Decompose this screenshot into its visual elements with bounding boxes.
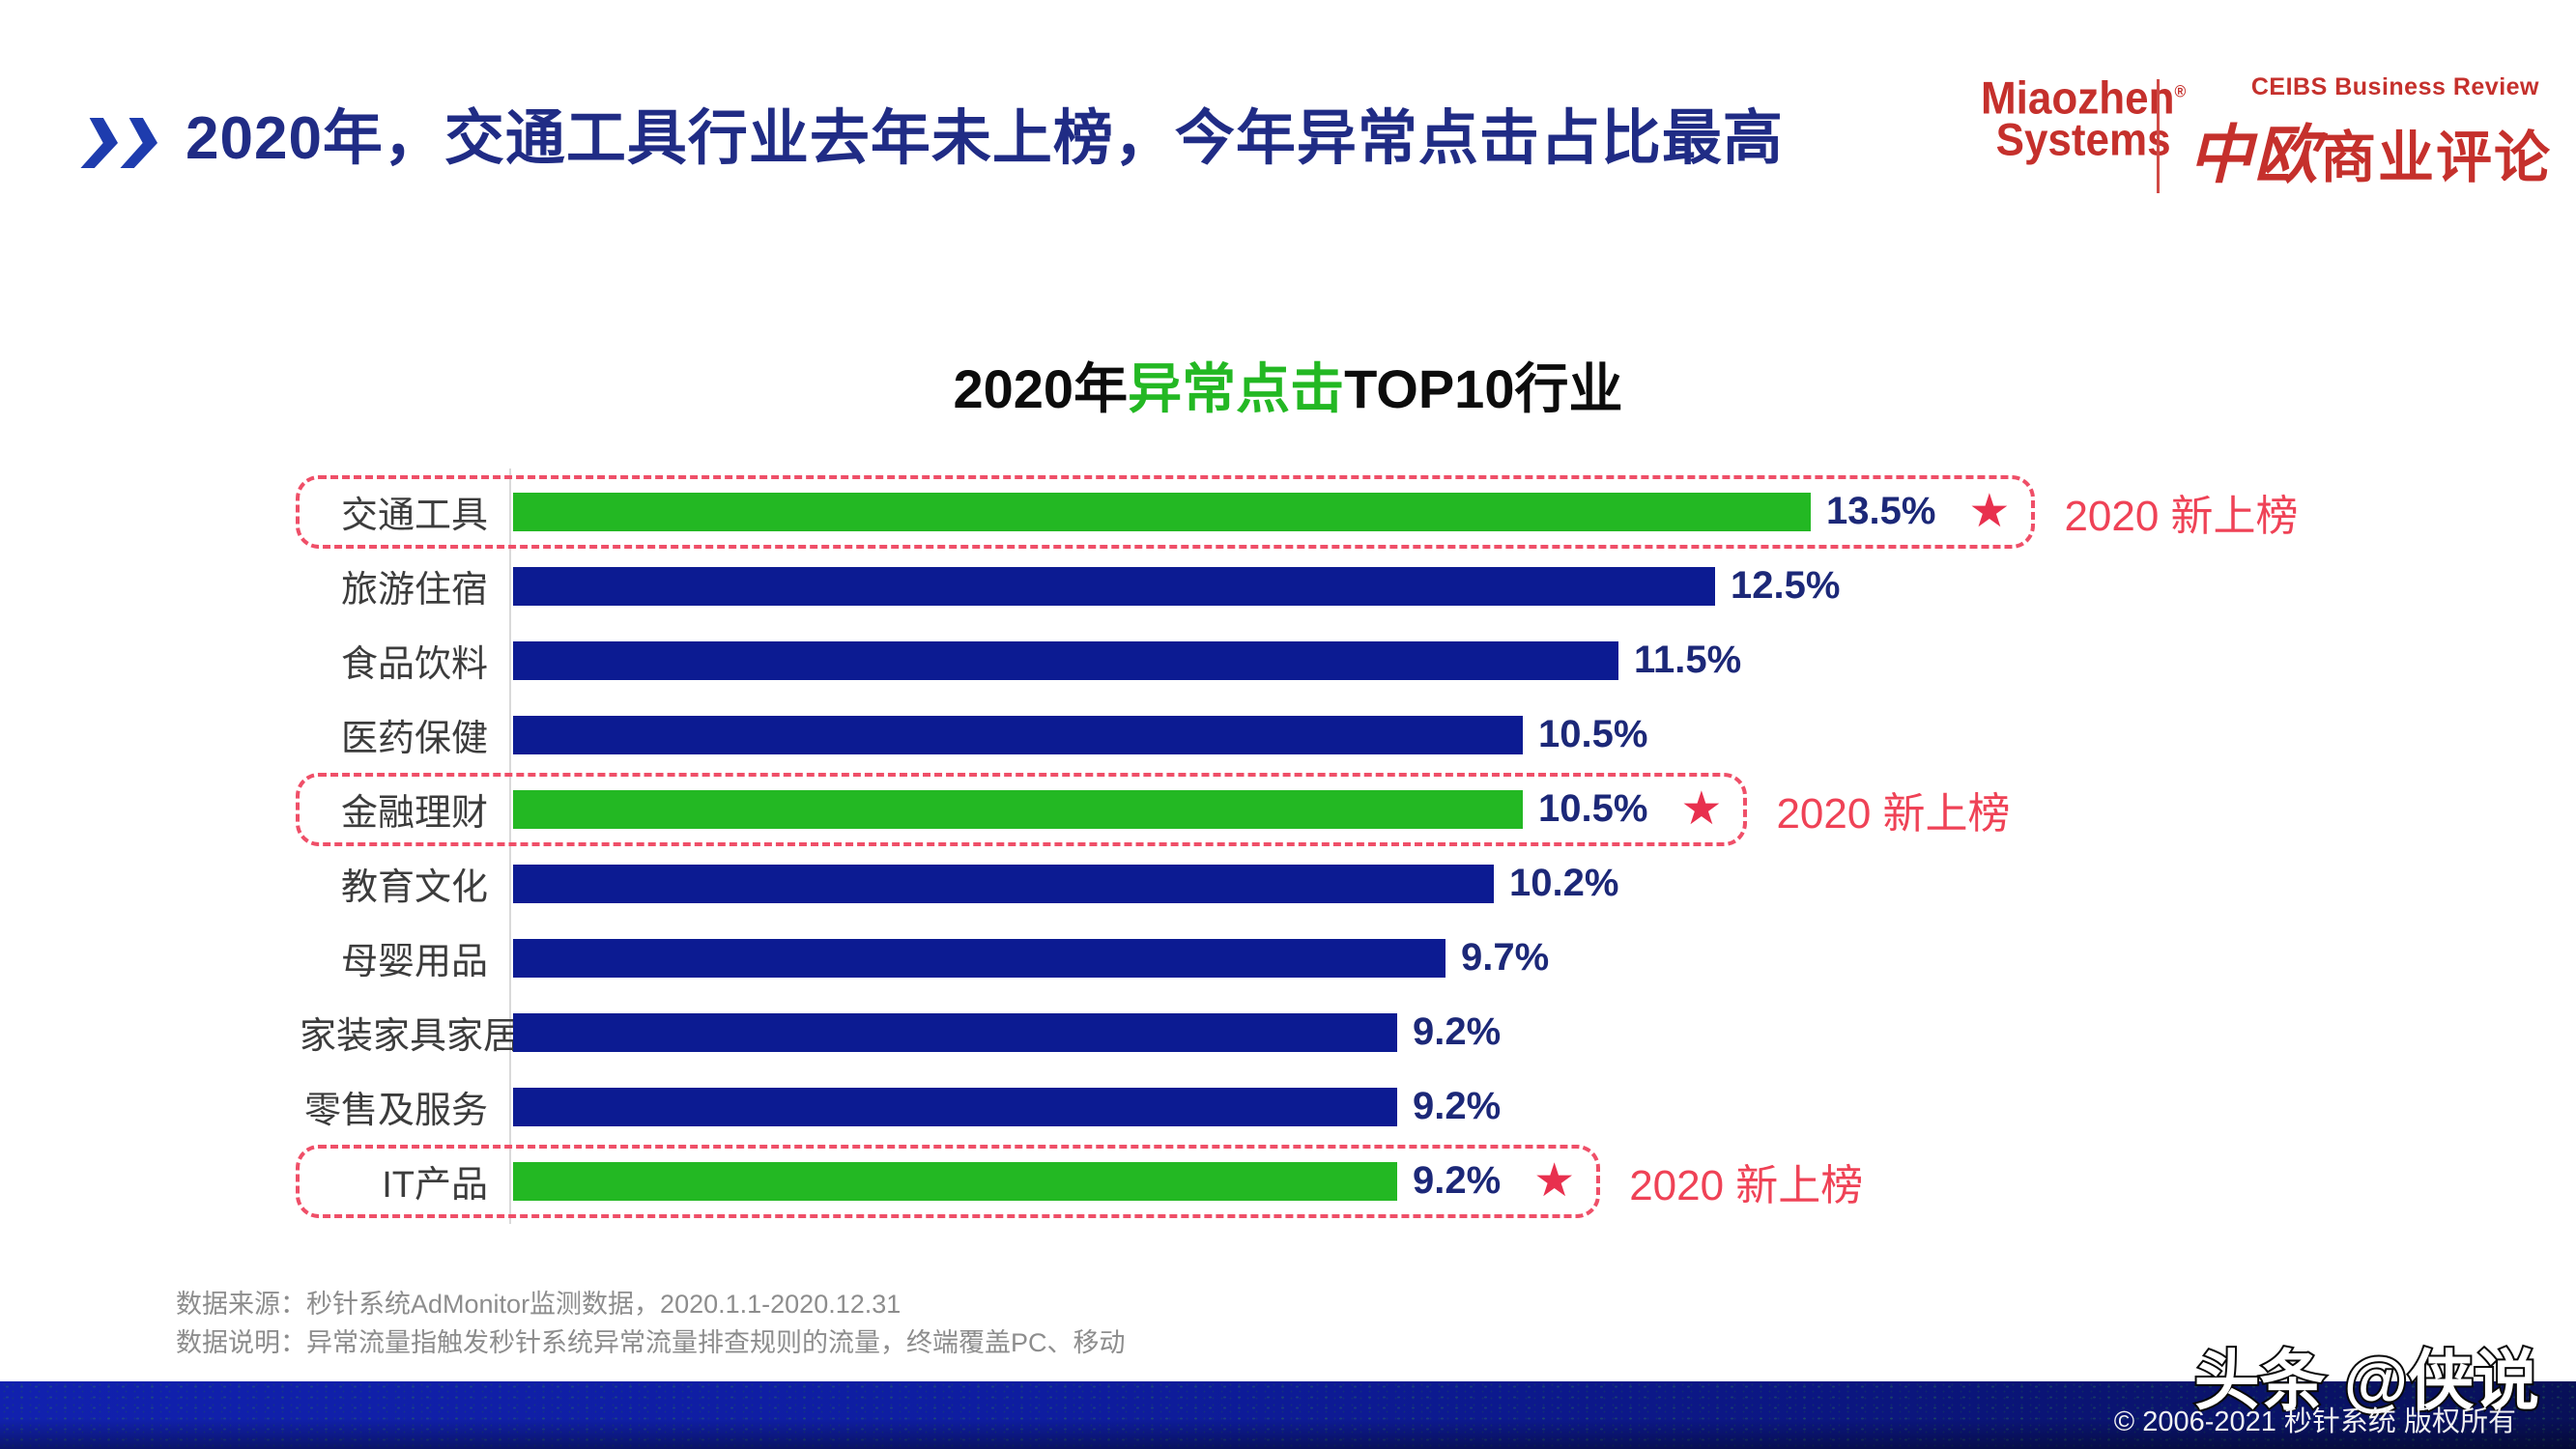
bar bbox=[513, 789, 1523, 829]
bar bbox=[513, 1161, 1397, 1201]
bar bbox=[513, 1087, 1397, 1126]
chart-title: 2020年异常点击TOP10行业 bbox=[0, 346, 2576, 424]
bar-row-label: 教育文化 bbox=[340, 867, 488, 908]
bar-row: 旅游住宿 12.5% bbox=[296, 549, 2537, 623]
bar bbox=[513, 938, 1445, 978]
bar-value: 10.2% bbox=[1509, 862, 1619, 904]
bar-row-label: 医药保健 bbox=[340, 719, 488, 759]
chart-title-suffix: TOP10行业 bbox=[1344, 358, 1623, 419]
footer-bar bbox=[0, 1381, 2576, 1449]
new-entry-annotation: 2020 新上榜 bbox=[2064, 492, 2299, 540]
watermark: 头条 @侠说 bbox=[2192, 1343, 2541, 1420]
bar-row-highlight-box: 旅游住宿 12.5% bbox=[296, 550, 1865, 623]
chevron-right-icon bbox=[80, 118, 122, 168]
bar-row-highlight-box: IT产品 9.2% ★ bbox=[296, 1144, 1601, 1218]
new-entry-star-icon: ★ bbox=[1968, 485, 2011, 537]
new-entry-star-icon: ★ bbox=[1680, 782, 1723, 835]
footnotes: 数据来源：秒针系统AdMonitor监测数据，2020.1.1-2020.12.… bbox=[176, 1285, 1126, 1362]
miaozhen-logo-line2: Systems bbox=[1995, 115, 2171, 166]
bar-row-highlight-box: 交通工具 13.5% ★ bbox=[296, 474, 2036, 549]
ceibs-logo: CEIBS Business Review 中欧商业评论 bbox=[2189, 73, 2550, 196]
bar-row-highlight-box: 零售及服务 9.2% bbox=[296, 1070, 1526, 1144]
ceibs-logo-chinese: 中欧商业评论 bbox=[2189, 103, 2550, 196]
copyright-text: © 2006-2021 秒针系统 版权所有 bbox=[2113, 1406, 2516, 1437]
bar-row: 母婴用品 9.7% bbox=[296, 921, 2537, 995]
bar-row-label: 食品饮料 bbox=[340, 644, 488, 685]
bar-row-label: 交通工具 bbox=[340, 496, 488, 536]
new-entry-star-icon: ★ bbox=[1533, 1154, 1576, 1207]
brand-logos: Miaozhen® Systems CEIBS Business Review … bbox=[1971, 73, 2550, 199]
bar-row-highlight-box: 医药保健 10.5% bbox=[296, 698, 1673, 772]
data-description-note: 数据说明：异常流量指触发秒针系统异常流量排查规则的流量，终端覆盖PC、移动 bbox=[176, 1328, 1126, 1357]
bar-value: 9.2% bbox=[1413, 1010, 1502, 1053]
chart-title-highlight: 异常点击 bbox=[1128, 358, 1345, 419]
double-chevron-icon bbox=[80, 118, 161, 168]
bar-value: 9.2% bbox=[1413, 1159, 1502, 1202]
bar-value: 13.5% bbox=[1826, 490, 1936, 532]
registered-mark-icon: ® bbox=[2174, 83, 2187, 101]
bar-row-label: 母婴用品 bbox=[340, 942, 488, 982]
chart-title-prefix: 2020年 bbox=[953, 358, 1129, 419]
bar-row-highlight-box: 金融理财 10.5% ★ bbox=[296, 772, 1748, 846]
bar bbox=[513, 566, 1715, 606]
bar-row-label: 旅游住宿 bbox=[340, 570, 488, 611]
bar bbox=[513, 715, 1523, 754]
bar-row: 交通工具 13.5% ★ 2020 新上榜 bbox=[296, 474, 2537, 549]
bar-row-highlight-box: 教育文化 10.2% bbox=[296, 847, 1644, 921]
bar-row: 家装家具家居 9.2% bbox=[296, 995, 2537, 1069]
bar-value: 9.7% bbox=[1461, 936, 1550, 979]
bar-row-label: 家装家具家居 bbox=[300, 1016, 521, 1057]
bar bbox=[513, 492, 1811, 531]
ceibs-calligraphy: 中欧 bbox=[2189, 121, 2320, 191]
bar-value: 10.5% bbox=[1538, 787, 1648, 830]
chevron-right-icon bbox=[120, 118, 161, 168]
ceibs-logo-english: CEIBS Business Review bbox=[2250, 73, 2539, 100]
bar-value: 11.5% bbox=[1634, 639, 1742, 681]
miaozhen-logo-line1: Miaozhen bbox=[1981, 72, 2175, 125]
data-source-note: 数据来源：秒针系统AdMonitor监测数据，2020.1.1-2020.12.… bbox=[176, 1290, 902, 1319]
page-title: 2020年，交通工具行业去年未上榜，今年异常点击占比最高 bbox=[186, 105, 1784, 172]
bar-row-highlight-box: 家装家具家居 9.2% bbox=[296, 996, 1526, 1069]
bar-value: 10.5% bbox=[1538, 713, 1648, 755]
bar bbox=[513, 1012, 1397, 1052]
bar-row: 金融理财 10.5% ★ 2020 新上榜 bbox=[296, 772, 2537, 846]
logo-divider bbox=[2157, 79, 2160, 193]
bar-value: 9.2% bbox=[1413, 1085, 1502, 1127]
bar bbox=[513, 640, 1618, 680]
ceibs-logo-chinese-rest: 商业评论 bbox=[2320, 127, 2553, 189]
y-axis-line bbox=[509, 469, 511, 1224]
bar-row: 教育文化 10.2% bbox=[296, 846, 2537, 921]
bar-row: 医药保健 10.5% bbox=[296, 697, 2537, 772]
bar-row-label: IT产品 bbox=[382, 1165, 488, 1206]
bar-row: 食品饮料 11.5% bbox=[296, 623, 2537, 697]
bar-row-highlight-box: 食品饮料 11.5% bbox=[296, 624, 1766, 697]
bar-row: IT产品 9.2% ★ 2020 新上榜 bbox=[296, 1144, 2537, 1218]
bar-value: 12.5% bbox=[1731, 564, 1841, 607]
bar-row-highlight-box: 母婴用品 9.7% bbox=[296, 922, 1574, 995]
bar-row: 零售及服务 9.2% bbox=[296, 1069, 2537, 1144]
new-entry-annotation: 2020 新上榜 bbox=[1629, 1161, 1864, 1209]
miaozhen-logo: Miaozhen® Systems bbox=[1981, 75, 2187, 166]
bar-chart: 交通工具 13.5% ★ 2020 新上榜 旅游住宿 12.5% 食品饮料 11… bbox=[296, 469, 2537, 1224]
bar bbox=[513, 864, 1494, 903]
new-entry-annotation: 2020 新上榜 bbox=[1776, 789, 2011, 838]
bar-row-label: 金融理财 bbox=[340, 793, 488, 834]
bar-row-label: 零售及服务 bbox=[303, 1091, 488, 1131]
